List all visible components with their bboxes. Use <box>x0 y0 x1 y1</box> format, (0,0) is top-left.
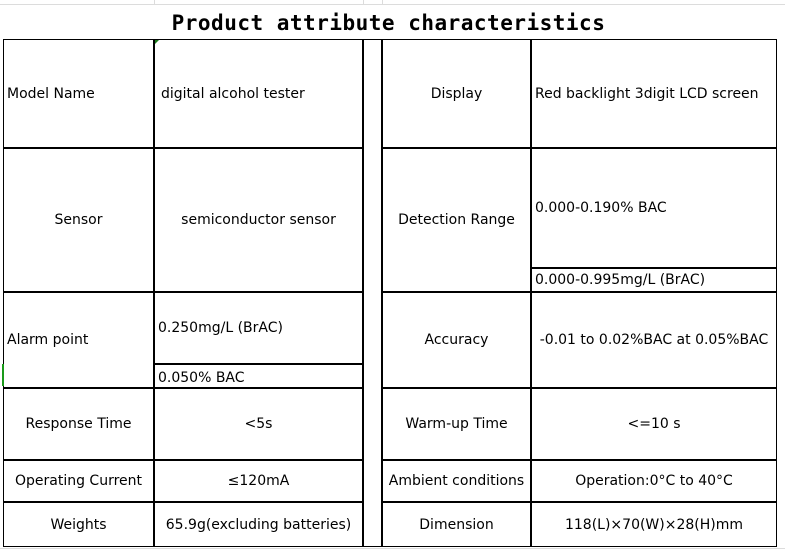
cell-ambient-conditions-label[interactable]: Ambient conditions <box>382 460 531 502</box>
sheet-gridline <box>0 4 785 5</box>
cell-ambient-conditions-value[interactable]: Operation:0°C to 40°C <box>531 460 777 502</box>
table-title: Product attribute characteristics <box>171 10 606 35</box>
cell-accuracy-label[interactable]: Accuracy <box>382 292 531 388</box>
cell-weights-label[interactable]: Weights <box>3 502 154 547</box>
cell-sensor-value[interactable]: semiconductor sensor <box>154 148 363 292</box>
cell-warmup-time-label[interactable]: Warm-up Time <box>382 388 531 460</box>
cell-alarm-point-label[interactable]: Alarm point <box>3 292 154 388</box>
cell-display-label[interactable]: Display <box>382 39 531 148</box>
cell-detection-range-value-1[interactable]: 0.000-0.190% BAC <box>531 148 777 268</box>
cell-detection-range-label[interactable]: Detection Range <box>382 148 531 292</box>
cell-dimension-value[interactable]: 118(L)×70(W)×28(H)mm <box>531 502 777 547</box>
spacer-column <box>363 39 382 547</box>
cell-sensor-label[interactable]: Sensor <box>3 148 154 292</box>
selection-marker <box>2 364 4 386</box>
cell-warmup-time-value[interactable]: <=10 s <box>531 388 777 460</box>
cell-operating-current-label[interactable]: Operating Current <box>3 460 154 502</box>
cell-response-time-value[interactable]: <5s <box>154 388 363 460</box>
cell-detection-range-value-2[interactable]: 0.000-0.995mg/L (BrAC) <box>531 268 777 292</box>
cell-comment-marker <box>155 40 159 44</box>
sheet-gridline <box>154 0 155 5</box>
cell-weights-value[interactable]: 65.9g(excluding batteries) <box>154 502 363 547</box>
cell-display-value[interactable]: Red backlight 3digit LCD screen <box>531 39 777 148</box>
cell-operating-current-value[interactable]: ≤120mA <box>154 460 363 502</box>
cell-model-name-label[interactable]: Model Name <box>3 39 154 148</box>
cell-dimension-label[interactable]: Dimension <box>382 502 531 547</box>
sheet-gridline <box>382 0 383 5</box>
cell-model-name-value[interactable]: digital alcohol tester <box>154 39 363 148</box>
sheet-gridline <box>0 548 785 549</box>
cell-alarm-point-value-2[interactable]: 0.050% BAC <box>154 364 363 388</box>
cell-accuracy-value[interactable]: -0.01 to 0.02%BAC at 0.05%BAC <box>531 292 777 388</box>
cell-response-time-label[interactable]: Response Time <box>3 388 154 460</box>
sheet-gridline <box>363 0 364 5</box>
cell-alarm-point-value-1[interactable]: 0.250mg/L (BrAC) <box>154 292 363 364</box>
